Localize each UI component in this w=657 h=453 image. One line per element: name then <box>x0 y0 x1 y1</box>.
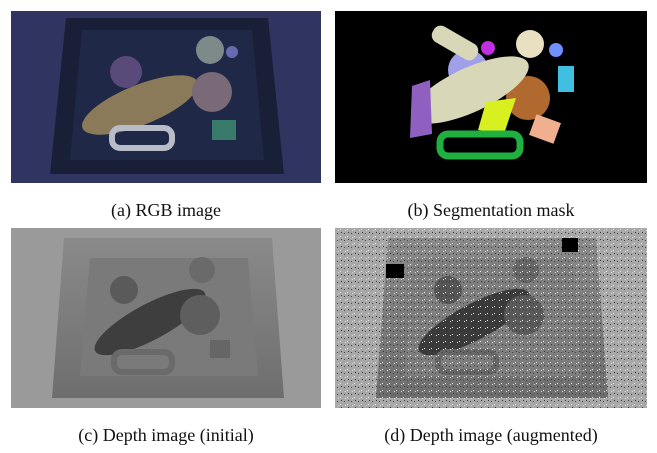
caption: (d) Depth image (augmented) <box>384 425 598 445</box>
caption: (b) Segmentation mask <box>407 200 575 220</box>
rgb-image <box>11 11 321 183</box>
caption: (c) Depth image (initial) <box>78 425 254 445</box>
segmentation-mask <box>335 11 647 183</box>
depth-image-initial <box>11 228 321 408</box>
caption: (a) RGB image <box>111 200 221 220</box>
depth-image-augmented <box>335 228 647 408</box>
